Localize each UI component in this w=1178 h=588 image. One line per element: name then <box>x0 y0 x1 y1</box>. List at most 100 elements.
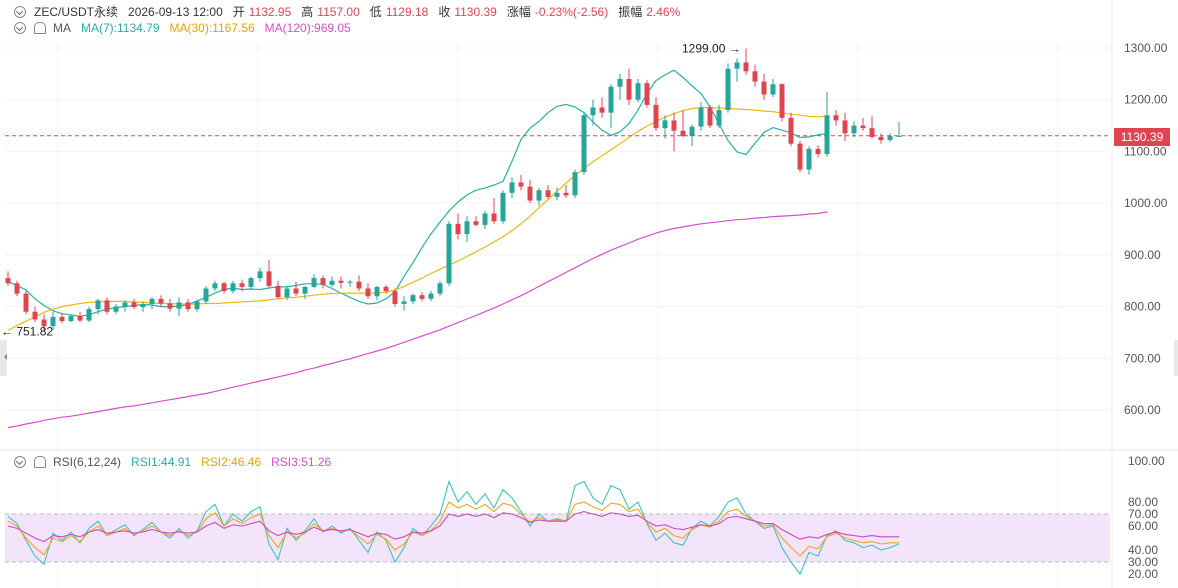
candle <box>869 116 875 139</box>
rsi-tick-label: 100.00 <box>1128 454 1165 468</box>
candle <box>572 169 578 198</box>
candle <box>536 187 542 206</box>
rsi-tick-label: 30.00 <box>1128 555 1158 569</box>
candle <box>860 117 866 131</box>
candle <box>149 297 155 310</box>
candle <box>698 102 704 131</box>
candle <box>581 112 587 175</box>
ma7-legend: MA(7):1134.79 <box>81 21 160 35</box>
candle <box>176 297 182 316</box>
candle <box>32 306 38 323</box>
rsi-alert-bell-icon[interactable] <box>34 456 46 468</box>
candle <box>266 260 272 289</box>
candle <box>437 280 443 297</box>
candle <box>662 115 668 139</box>
open-value: 1132.95 <box>248 4 292 19</box>
candle <box>770 79 776 98</box>
price-tick-label: 700.00 <box>1124 351 1161 365</box>
candle <box>851 121 857 137</box>
price-tick-label: 600.00 <box>1124 403 1161 417</box>
candles <box>5 48 902 332</box>
symbol[interactable]: ZEC/USDT永续 <box>34 5 119 19</box>
candle <box>887 133 893 143</box>
annotations: 1299.00 → ← 751.82 <box>1 42 741 339</box>
candle <box>131 298 137 310</box>
datetime: 2026-09-13 12:00 <box>128 4 223 19</box>
open-label: 开 <box>232 5 245 19</box>
ma-collapse-chevron-icon[interactable] <box>14 22 26 34</box>
candle <box>302 285 308 299</box>
rsi-collapse-chevron-icon[interactable] <box>14 456 26 468</box>
ma-legend: MA MA(7):1134.79 MA(30):1167.56 MA(120):… <box>14 21 351 35</box>
candle <box>23 291 29 315</box>
candle <box>815 145 821 158</box>
candle <box>464 216 470 242</box>
candle <box>329 276 335 287</box>
change-label: 涨幅 <box>506 5 531 19</box>
candle <box>59 312 65 324</box>
candle <box>527 179 533 204</box>
candle <box>356 275 362 292</box>
high-value: 1157.00 <box>317 4 360 19</box>
candle <box>5 271 11 286</box>
candle <box>68 314 74 323</box>
candle <box>203 285 209 304</box>
rsi-tick-label: 40.00 <box>1128 543 1158 557</box>
candle <box>761 73 767 100</box>
candle <box>806 146 812 175</box>
candle <box>257 267 263 282</box>
alert-bell-icon[interactable] <box>34 22 46 34</box>
left-collapse-tab[interactable] <box>0 340 7 376</box>
right-collapse-tab[interactable] <box>1174 340 1178 376</box>
rsi-name[interactable]: RSI(6,12,24) <box>53 455 122 469</box>
candle <box>374 285 380 301</box>
candle <box>842 112 848 142</box>
ma30-line <box>7 106 828 331</box>
candle <box>410 293 416 304</box>
close-label: 收 <box>438 5 451 19</box>
candle <box>221 281 227 294</box>
candle <box>320 275 326 289</box>
candle <box>500 190 506 224</box>
candle <box>680 110 686 137</box>
candle <box>743 48 749 75</box>
candle <box>50 311 56 330</box>
candle <box>365 283 371 299</box>
candle <box>455 213 461 240</box>
rsi-band <box>5 513 1110 563</box>
candle <box>347 279 353 287</box>
change-value: -0.23%(-2.56) <box>534 4 609 19</box>
rsi1-line <box>7 479 900 576</box>
rsi3-legend: RSI3:51.26 <box>271 455 332 469</box>
candle <box>644 80 650 108</box>
candle <box>275 280 281 299</box>
candle <box>284 285 290 301</box>
candle <box>671 112 677 152</box>
candle <box>140 301 146 312</box>
candle <box>428 291 434 302</box>
candle <box>734 58 740 82</box>
candle <box>608 84 614 129</box>
candle <box>14 280 20 297</box>
rsi-overbought-oversold-band <box>5 514 1110 562</box>
low-value: 1129.18 <box>385 4 429 19</box>
candle <box>392 288 398 307</box>
candle <box>401 296 407 311</box>
price-tick-label: 1000.00 <box>1124 196 1168 210</box>
rsi2-legend: RSI2:46.46 <box>201 455 262 469</box>
candle <box>248 276 254 289</box>
ohlc-header: ZEC/USDT永续 2026-09-13 12:00 开 1132.95 高 … <box>14 3 680 20</box>
amplitude-value: 2.46% <box>646 4 681 19</box>
ma-name[interactable]: MA <box>53 21 71 35</box>
candle <box>788 112 794 147</box>
collapse-chevron-icon[interactable] <box>14 5 26 18</box>
candle <box>239 279 245 292</box>
candle <box>707 104 713 129</box>
low-label: 低 <box>369 5 382 19</box>
candle <box>158 295 164 307</box>
rsi1-legend: RSI1:44.91 <box>131 455 192 469</box>
candle <box>509 177 515 198</box>
price-tick-label: 1300.00 <box>1124 41 1168 55</box>
rsi-tick-label: 20.00 <box>1128 567 1158 581</box>
